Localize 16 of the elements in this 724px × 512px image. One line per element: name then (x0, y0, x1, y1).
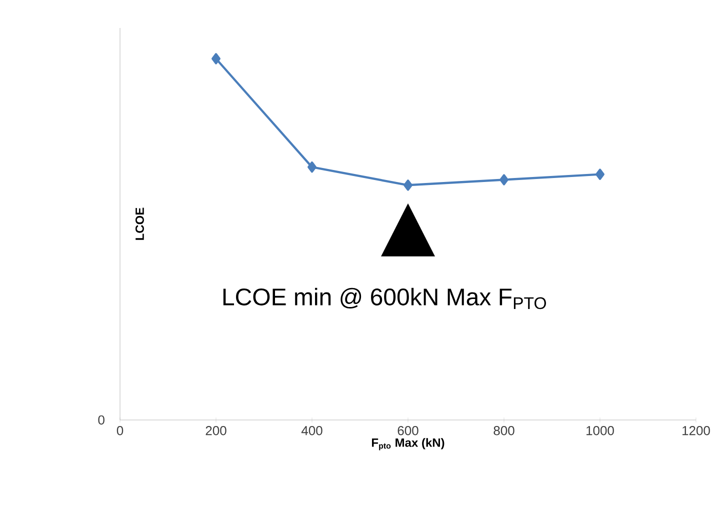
x-tick-label: 200 (206, 426, 226, 436)
x-tick-label: 600 (398, 426, 418, 436)
point (596, 168, 604, 180)
x-tick-label: 1000 (586, 426, 614, 436)
annotation: LCOE min @ 600kN Max F$_{PTO}$ (223, 288, 546, 310)
text: 0 (98, 415, 104, 425)
point (404, 180, 412, 191)
y-axis-title: LCOE (135, 208, 144, 240)
x-tick-label: 400 (301, 426, 322, 436)
x-tick-label: 0 (116, 426, 124, 436)
point (308, 161, 316, 173)
x-tick-label: 1200 (682, 426, 710, 436)
x-axis-title: F$_{pto}$ Max (kN) (372, 438, 444, 450)
point (500, 174, 508, 186)
x-tick-label: 800 (494, 426, 514, 436)
point (212, 53, 220, 64)
